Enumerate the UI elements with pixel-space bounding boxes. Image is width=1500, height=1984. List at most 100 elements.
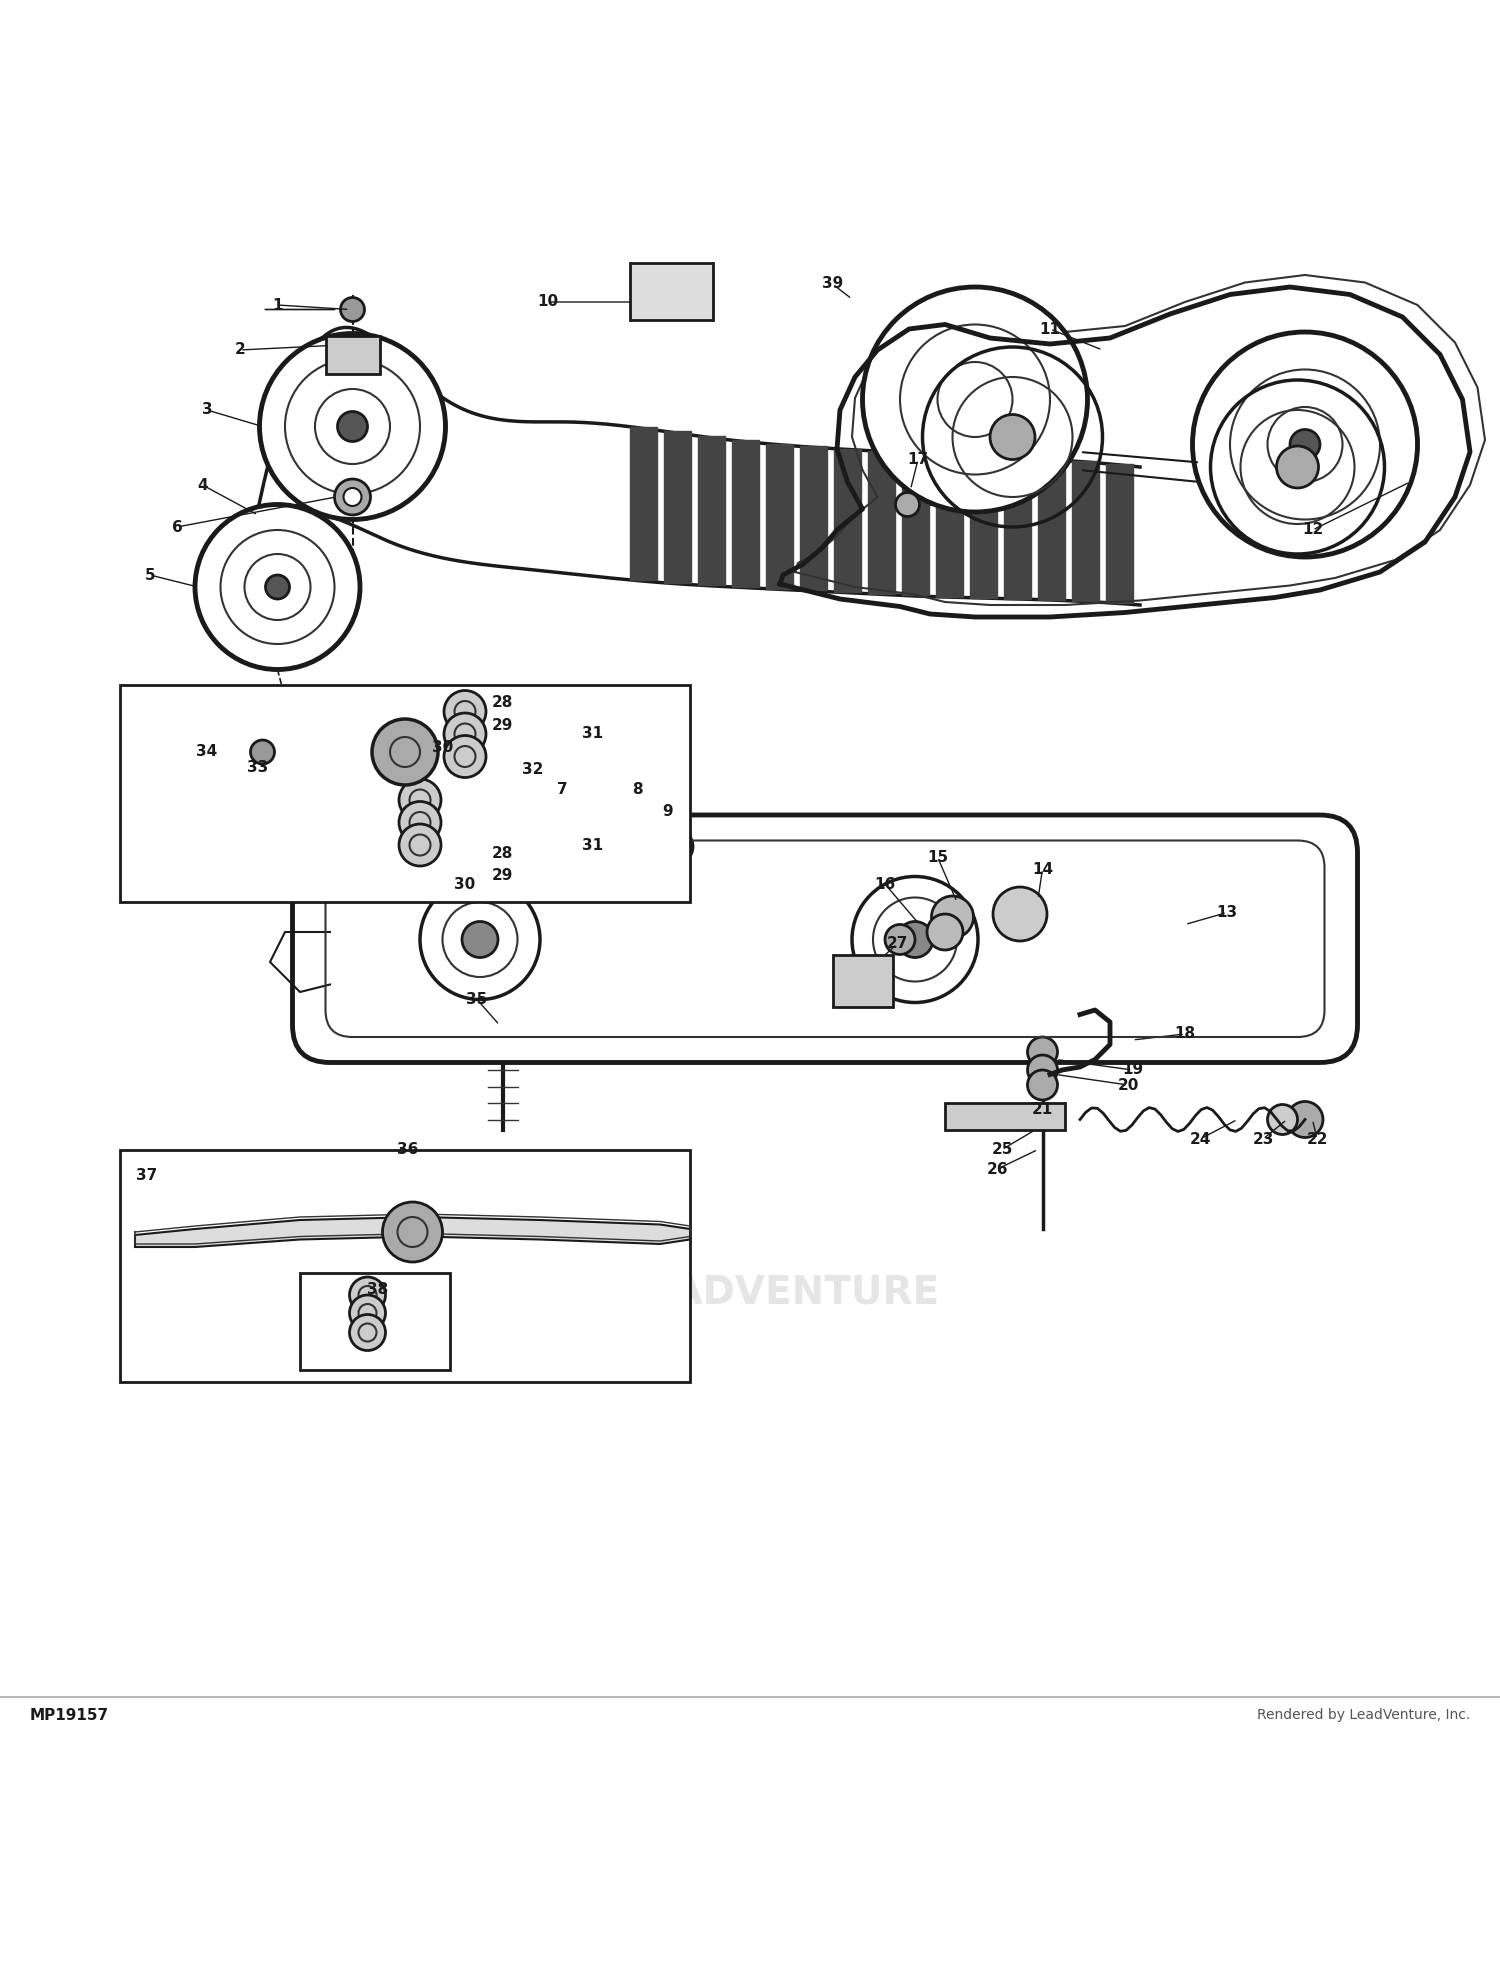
Text: 39: 39 — [822, 276, 843, 292]
Bar — [833, 954, 892, 1008]
Text: 22: 22 — [1306, 1131, 1328, 1147]
Circle shape — [657, 829, 693, 865]
Bar — [868, 450, 895, 593]
Circle shape — [852, 877, 978, 1002]
Circle shape — [399, 802, 441, 843]
Text: 26: 26 — [987, 1161, 1008, 1177]
Circle shape — [382, 1202, 442, 1262]
Polygon shape — [135, 1216, 690, 1248]
Text: 33: 33 — [248, 760, 268, 774]
Text: 37: 37 — [136, 1167, 158, 1182]
Text: LEADVENTURE: LEADVENTURE — [621, 1274, 939, 1311]
Text: 4: 4 — [196, 478, 208, 492]
Text: 36: 36 — [398, 1143, 418, 1157]
Circle shape — [399, 780, 441, 821]
Circle shape — [1192, 331, 1417, 558]
Circle shape — [1028, 1038, 1057, 1067]
Circle shape — [372, 718, 438, 786]
Circle shape — [350, 1296, 386, 1331]
Circle shape — [990, 415, 1035, 460]
Circle shape — [350, 1315, 386, 1351]
Bar — [1106, 464, 1132, 603]
Text: 34: 34 — [196, 744, 217, 760]
Text: 20: 20 — [1118, 1077, 1138, 1093]
Circle shape — [993, 887, 1047, 940]
Text: 27: 27 — [886, 936, 908, 952]
Bar — [664, 431, 692, 583]
Bar — [630, 264, 712, 319]
Circle shape — [251, 740, 274, 764]
Text: 13: 13 — [1216, 905, 1237, 921]
Bar — [945, 1103, 1065, 1131]
Bar — [834, 448, 861, 591]
Text: 14: 14 — [1032, 861, 1053, 877]
Text: 18: 18 — [1174, 1026, 1196, 1042]
Circle shape — [338, 411, 368, 442]
Text: 30: 30 — [454, 877, 476, 891]
Bar — [970, 456, 998, 597]
Text: 28: 28 — [492, 847, 513, 861]
Circle shape — [260, 333, 446, 520]
Text: 29: 29 — [492, 718, 513, 732]
Text: 21: 21 — [1032, 1101, 1053, 1117]
Text: Rendered by LeadVenture, Inc.: Rendered by LeadVenture, Inc. — [1257, 1708, 1470, 1722]
Text: 38: 38 — [368, 1282, 388, 1296]
Circle shape — [1287, 1101, 1323, 1137]
Text: 29: 29 — [492, 867, 513, 883]
Text: 32: 32 — [522, 762, 543, 778]
Text: 24: 24 — [1190, 1131, 1210, 1147]
FancyBboxPatch shape — [292, 815, 1358, 1063]
Bar — [1004, 456, 1031, 599]
Text: 10: 10 — [537, 294, 558, 310]
Text: 23: 23 — [1252, 1131, 1274, 1147]
Circle shape — [350, 1278, 386, 1313]
Bar — [300, 1272, 450, 1371]
Circle shape — [444, 712, 486, 756]
Circle shape — [334, 478, 370, 516]
Text: 11: 11 — [1040, 321, 1060, 337]
Circle shape — [344, 488, 362, 506]
Bar — [902, 452, 928, 595]
Circle shape — [885, 925, 915, 954]
Text: 9: 9 — [662, 804, 674, 819]
Bar — [936, 454, 963, 597]
Circle shape — [195, 504, 360, 669]
Circle shape — [420, 879, 540, 1000]
Text: 35: 35 — [466, 992, 488, 1008]
Bar — [732, 440, 759, 587]
Bar — [630, 427, 657, 579]
Bar — [326, 337, 380, 375]
Text: LEADVENTURE: LEADVENTURE — [621, 913, 939, 950]
Text: 31: 31 — [582, 837, 603, 853]
Text: 2: 2 — [234, 343, 246, 357]
Text: 25: 25 — [992, 1143, 1012, 1157]
Text: 1: 1 — [273, 298, 282, 313]
Text: 8: 8 — [632, 782, 644, 798]
Text: 17: 17 — [908, 452, 928, 466]
Text: 7: 7 — [556, 782, 568, 798]
Text: 19: 19 — [1122, 1063, 1143, 1077]
Text: 30: 30 — [432, 740, 453, 756]
Circle shape — [462, 921, 498, 958]
Bar — [766, 444, 794, 589]
Text: 28: 28 — [492, 694, 513, 710]
Bar — [698, 436, 724, 585]
Circle shape — [1276, 446, 1318, 488]
Circle shape — [862, 288, 1088, 512]
Circle shape — [444, 690, 486, 732]
Text: 5: 5 — [144, 567, 156, 583]
Circle shape — [444, 736, 486, 778]
Bar — [1038, 458, 1065, 599]
Circle shape — [1028, 1055, 1057, 1085]
Circle shape — [1028, 1069, 1057, 1099]
Circle shape — [340, 298, 364, 321]
Circle shape — [266, 575, 290, 599]
Bar — [800, 446, 826, 591]
Circle shape — [896, 492, 920, 516]
Text: MP19157: MP19157 — [30, 1708, 109, 1722]
Bar — [120, 684, 690, 903]
Text: 3: 3 — [201, 403, 213, 417]
Circle shape — [399, 823, 441, 865]
Bar — [120, 1149, 690, 1383]
Text: 31: 31 — [582, 726, 603, 742]
